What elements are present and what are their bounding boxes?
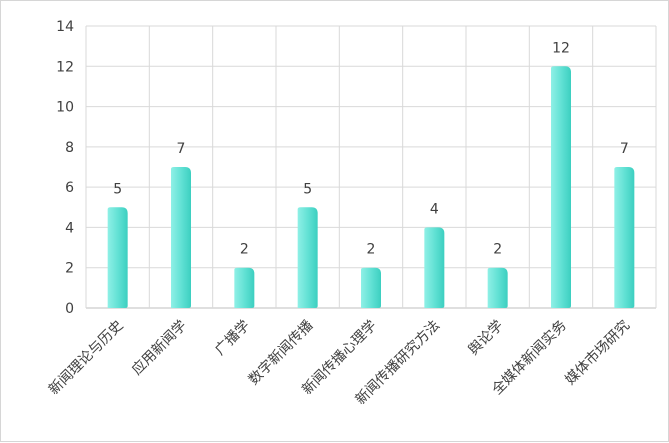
bar [171, 167, 191, 308]
bar [234, 267, 255, 308]
bar [614, 167, 635, 308]
y-tick-label: 4 [65, 220, 74, 236]
y-tick-label: 0 [65, 301, 74, 317]
data-label: 2 [367, 242, 376, 258]
x-tick-label: 数字新闻传播 [246, 318, 317, 389]
y-tick-label: 2 [65, 261, 74, 277]
bar [551, 66, 571, 309]
bar [297, 207, 318, 308]
data-label: 4 [430, 201, 439, 217]
x-tick-label: 舆论学 [465, 318, 506, 359]
data-label: 12 [552, 40, 570, 56]
bar [487, 267, 508, 308]
x-tick-label: 广播学 [212, 318, 253, 359]
x-tick-label: 新闻理论与历史 [46, 318, 127, 399]
data-label: 5 [113, 181, 122, 197]
data-label: 7 [620, 141, 629, 157]
data-label: 2 [240, 242, 249, 258]
y-tick-label: 12 [56, 59, 74, 75]
y-tick-label: 6 [65, 180, 74, 196]
x-tick-label: 应用新闻学 [128, 317, 190, 379]
data-label: 2 [493, 242, 502, 258]
bar [424, 227, 445, 308]
y-tick-label: 8 [65, 140, 74, 156]
bar [107, 207, 128, 308]
bar [361, 267, 381, 308]
data-label: 7 [177, 141, 186, 157]
data-label: 5 [303, 181, 312, 197]
y-tick-label: 10 [56, 100, 74, 116]
y-tick-label: 14 [56, 19, 74, 35]
x-tick-label: 媒体市场研究 [562, 317, 633, 388]
